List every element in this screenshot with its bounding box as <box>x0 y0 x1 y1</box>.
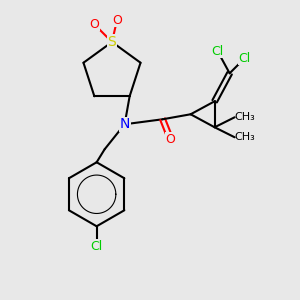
Text: N: N <box>119 117 130 131</box>
Text: O: O <box>166 133 176 146</box>
Text: CH₃: CH₃ <box>235 112 255 122</box>
Text: O: O <box>89 17 99 31</box>
Text: O: O <box>112 14 122 26</box>
Text: Cl: Cl <box>238 52 251 65</box>
Text: Cl: Cl <box>212 45 224 58</box>
Text: S: S <box>108 35 116 49</box>
Text: CH₃: CH₃ <box>235 132 255 142</box>
Text: Cl: Cl <box>91 240 103 253</box>
